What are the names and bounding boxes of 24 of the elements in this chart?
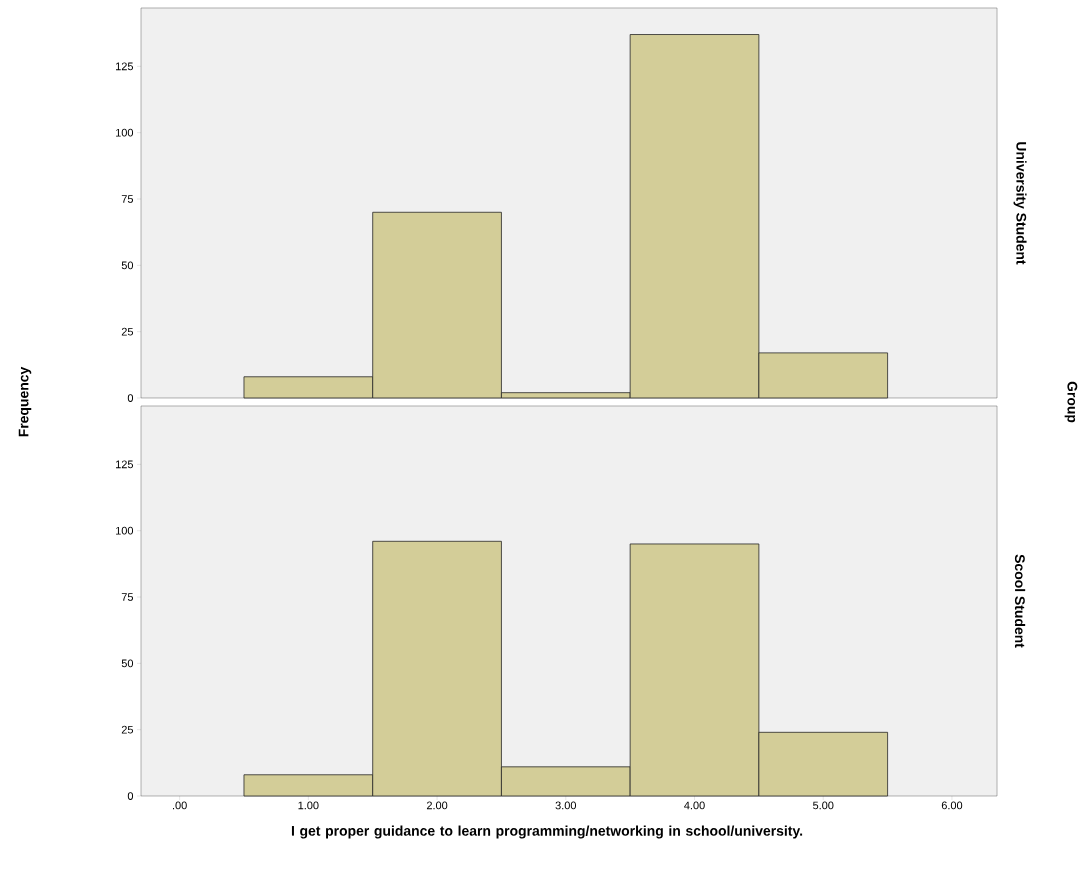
y-tick-label: 0 bbox=[127, 792, 134, 800]
x-tick-label: 3.00 bbox=[555, 801, 577, 810]
y-tick-label: 25 bbox=[121, 327, 134, 336]
x-tick-label: 6.00 bbox=[941, 801, 963, 810]
x-tick-label: .00 bbox=[173, 801, 187, 810]
x-tick-label: 2.00 bbox=[426, 801, 448, 810]
x-axis-title: I get proper guidance to learn programming/networking in school/university. bbox=[291, 825, 803, 839]
y-tick-label: 75 bbox=[121, 593, 134, 601]
y-tick-label: 50 bbox=[121, 659, 134, 668]
text: Group bbox=[1064, 381, 1078, 423]
x-tick-label: 4.00 bbox=[684, 801, 705, 810]
y-tick-label: 100 bbox=[116, 128, 134, 137]
y2-axis-title: Scool Student bbox=[1014, 554, 1026, 648]
x-tick-label: 5.00 bbox=[813, 801, 834, 810]
y-tick-label: 125 bbox=[116, 460, 134, 469]
y-tick-label: 0 bbox=[127, 394, 134, 402]
x-tick-label: 1.00 bbox=[298, 801, 319, 810]
y-tick-label: 25 bbox=[121, 725, 134, 734]
y-tick-label: 125 bbox=[116, 62, 134, 71]
y-tick-label: 75 bbox=[121, 195, 134, 203]
y2-axis-title: University Student bbox=[1013, 142, 1027, 265]
y-tick-label: 50 bbox=[121, 261, 134, 270]
y-tick-label: 100 bbox=[116, 526, 134, 535]
y-axis-title: Frequency bbox=[18, 366, 32, 437]
